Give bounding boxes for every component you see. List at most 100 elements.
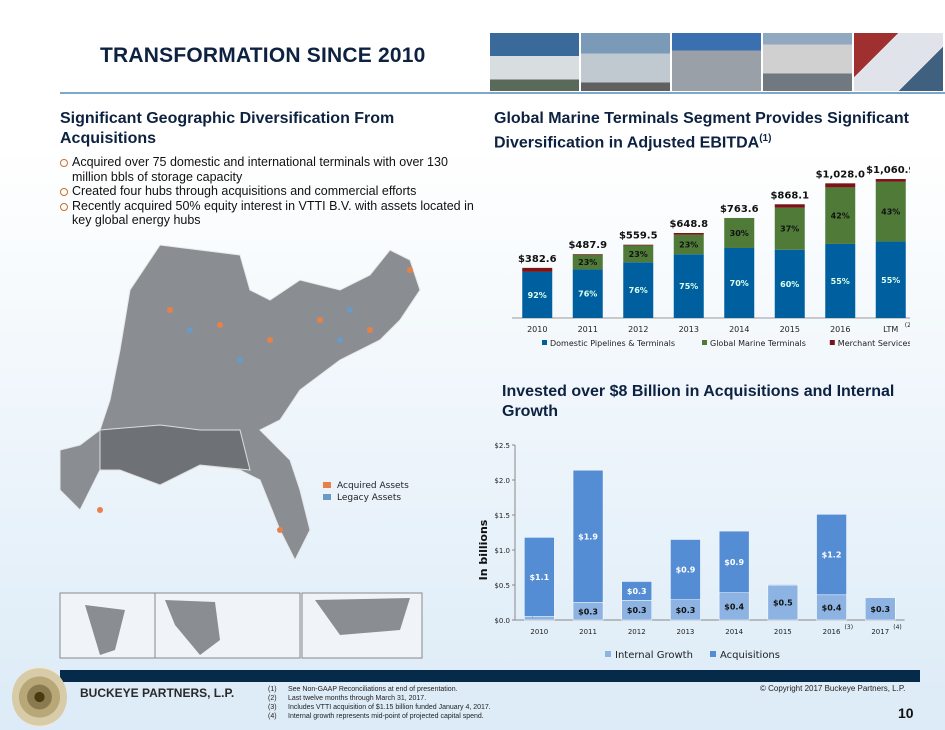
legend-label: Domestic Pipelines & Terminals xyxy=(550,339,675,348)
brand-name: BUCKEYE PARTNERS, L.P. xyxy=(80,686,235,700)
x-tick-label: 2014 xyxy=(729,325,749,334)
footnote-ref: (3) xyxy=(845,624,854,631)
x-tick-label: 2012 xyxy=(628,628,646,636)
footnote-ref: (1) xyxy=(759,133,772,144)
bar-segment xyxy=(718,530,750,593)
data-label: $0.3 xyxy=(676,606,696,615)
bar-segment xyxy=(724,247,755,318)
data-label: 60% xyxy=(780,280,799,289)
legend-label: Internal Growth xyxy=(615,650,693,661)
data-label: $0.9 xyxy=(724,558,744,567)
bar-segment xyxy=(572,269,603,318)
x-tick-label: 2011 xyxy=(578,325,598,334)
data-label: 37% xyxy=(780,225,799,234)
data-label: 55% xyxy=(881,276,900,285)
data-label: 30% xyxy=(730,229,749,238)
bar-segment xyxy=(718,592,750,621)
bar-segment xyxy=(875,181,906,242)
data-label: $1.9 xyxy=(578,532,598,541)
bar-segment xyxy=(670,539,701,600)
bar-segment xyxy=(673,234,704,255)
bar-segment xyxy=(767,584,799,621)
bar-segment xyxy=(623,262,654,318)
data-label: $0.5 xyxy=(773,599,793,608)
bar-segment xyxy=(816,594,847,621)
total-label: $763.6 xyxy=(720,204,759,215)
legend-swatch xyxy=(710,651,716,657)
data-label: 70% xyxy=(730,279,749,288)
bar-segment xyxy=(875,241,906,318)
title-divider xyxy=(60,92,945,94)
data-label: 76% xyxy=(629,286,648,295)
bar-segment xyxy=(865,597,896,621)
right-heading: Global Marine Terminals Segment Provides… xyxy=(494,109,934,153)
footnote-ref: (2) xyxy=(905,322,910,329)
total-label: $1,028.0 xyxy=(816,169,865,180)
x-tick-label: 2015 xyxy=(774,628,792,636)
bar-segment xyxy=(623,245,654,263)
data-label: 23% xyxy=(578,258,597,267)
acquired-assets-swatch xyxy=(323,482,331,488)
data-label: 92% xyxy=(528,291,547,300)
legend-swatch xyxy=(542,340,547,345)
page-number: 10 xyxy=(898,705,914,721)
bar-segment xyxy=(875,179,906,182)
buckeye-logo xyxy=(12,667,67,727)
bar-segment xyxy=(825,183,856,188)
bar-segment xyxy=(767,584,799,586)
bar-segment xyxy=(774,207,805,250)
data-label: 75% xyxy=(679,282,698,291)
bottom-heading: Invested over $8 Billion in Acquisitions… xyxy=(502,383,895,420)
slide-title: TRANSFORMATION SINCE 2010 xyxy=(100,44,426,67)
bar-segment xyxy=(572,254,603,255)
x-tick-label: 2013 xyxy=(679,325,699,334)
y-tick-label: $2.0 xyxy=(494,477,510,485)
legend-swatch xyxy=(605,651,611,657)
bullet-list: Acquired over 75 domestic and internatio… xyxy=(60,155,480,228)
total-label: $382.6 xyxy=(518,254,557,265)
data-label: 23% xyxy=(629,250,648,259)
legacy-assets-swatch xyxy=(323,494,331,500)
y-tick-label: $1.5 xyxy=(494,512,510,520)
legend-label: Merchant Services xyxy=(838,339,910,348)
bar-segment xyxy=(524,537,555,617)
bar-segment xyxy=(522,267,553,272)
footer-band xyxy=(60,670,920,682)
x-tick-label: 2015 xyxy=(780,325,800,334)
bar-segment xyxy=(825,187,856,244)
x-tick-label: 2011 xyxy=(579,628,597,636)
bar-segment xyxy=(673,254,704,318)
bar-segment xyxy=(724,217,755,248)
bullet-item: Created four hubs through acquisitions a… xyxy=(60,184,480,199)
x-tick-label: 2016 xyxy=(823,628,841,636)
x-tick-label: 2013 xyxy=(677,628,695,636)
data-label: $1.1 xyxy=(529,573,549,582)
x-tick-label: LTM xyxy=(883,325,898,334)
data-label: 43% xyxy=(881,208,900,217)
legend-label: Global Marine Terminals xyxy=(710,339,806,348)
bar-segment xyxy=(816,514,847,596)
y-tick-label: $0.0 xyxy=(494,617,510,625)
y-tick-label: $1.0 xyxy=(494,547,510,555)
bar-segment xyxy=(572,254,603,270)
bar-segment xyxy=(522,271,553,318)
x-tick-label: 2017 xyxy=(871,628,889,636)
bar-segment xyxy=(572,469,604,603)
legend-label: Acquisitions xyxy=(720,650,780,661)
data-label: $0.3 xyxy=(627,587,647,596)
y-axis-label: In billions xyxy=(477,519,490,580)
bar-segment xyxy=(621,581,652,601)
data-label: $0.4 xyxy=(822,603,842,612)
data-label: $0.3 xyxy=(870,605,890,614)
data-label: 55% xyxy=(831,277,850,286)
investment-chart: $0.0$0.5$1.0$1.5$2.0$2.5In billions$0.1$… xyxy=(477,442,905,661)
right-heading-text: Global Marine Terminals Segment Provides… xyxy=(494,110,909,152)
footnote-ref: (4) xyxy=(893,624,902,631)
footnote: (2) Last twelve months through March 31, … xyxy=(268,695,427,702)
footnote: (1) See Non-GAAP Reconciliations at end o… xyxy=(268,686,458,693)
legend-swatch xyxy=(702,340,707,345)
asset-map: Acquired Assets Legacy Assets xyxy=(59,244,423,659)
total-label: $648.8 xyxy=(669,219,708,230)
data-label: 42% xyxy=(831,212,850,221)
total-label: $1,060.9 xyxy=(866,165,910,176)
